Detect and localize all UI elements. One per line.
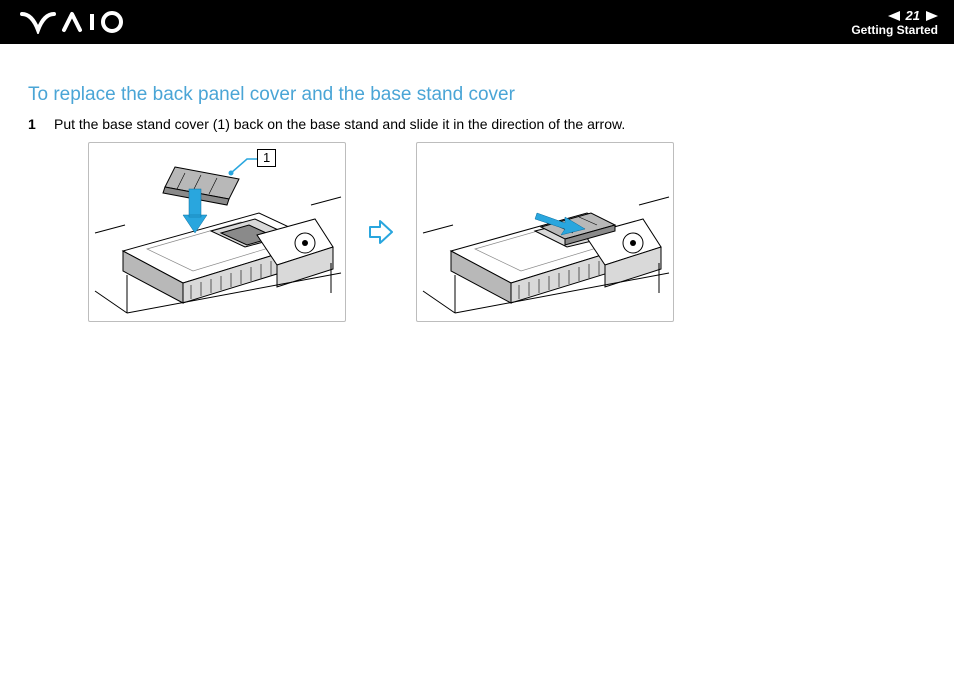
header-bar: 21 Getting Started: [0, 0, 954, 44]
figure-area: 1: [28, 142, 926, 322]
page-nav: 21: [888, 9, 938, 23]
step-number: 1: [28, 116, 42, 132]
header-right: 21 Getting Started: [851, 7, 938, 37]
step-1: 1 Put the base stand cover (1) back on t…: [28, 116, 926, 132]
transition-arrow: [368, 219, 394, 245]
page-number: 21: [906, 9, 920, 23]
prev-page-arrow[interactable]: [888, 11, 900, 21]
next-page-arrow[interactable]: [926, 11, 938, 21]
figure-left: 1: [88, 142, 346, 322]
figure-right: [416, 142, 674, 322]
section-heading: To replace the back panel cover and the …: [28, 84, 926, 106]
page-content: To replace the back panel cover and the …: [0, 44, 954, 322]
section-label: Getting Started: [851, 23, 938, 37]
vaio-logo: [20, 10, 130, 34]
step-text: Put the base stand cover (1) back on the…: [54, 116, 625, 132]
callout-1: 1: [257, 149, 276, 167]
